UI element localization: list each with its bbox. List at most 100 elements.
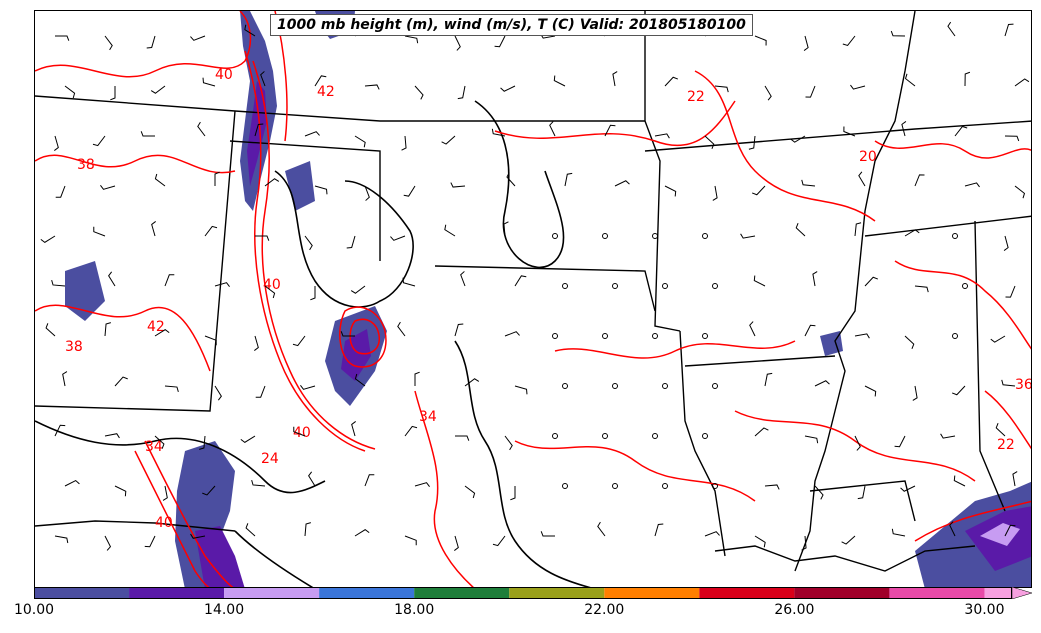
colorbar-bin [509,587,605,599]
contour-label: 24 [261,451,279,467]
wind-barb [402,277,416,287]
wind-barb [904,335,915,350]
shading-nm-core [195,526,245,587]
temp-contour [349,318,380,355]
wind-barb [854,222,862,237]
wind-barb [506,172,516,187]
shading-west-scatter [65,261,105,321]
wind-barb [190,533,206,539]
wind-barb [64,85,76,99]
wind-barb [304,522,311,537]
wind-barb [104,35,113,51]
wind-barb [664,76,679,87]
wind-calm-marker [552,333,558,339]
wind-calm-marker [602,433,608,439]
wind-barb [340,331,355,337]
colorbar-bin [129,587,225,599]
wind-barb [612,71,618,87]
wind-barb [254,123,264,137]
wind-barb [514,385,528,395]
wind-barb [1001,379,1016,387]
wind-barb [912,385,918,401]
boundary-line [684,355,836,367]
wind-barb [199,435,206,450]
wind-barb [1005,285,1016,298]
wind-barb [754,535,766,548]
wind-barb [364,474,375,487]
contour-label: 22 [997,437,1015,453]
wind-barb [162,485,168,501]
boundary-line [864,215,1031,237]
wind-barb [1004,524,1016,537]
wind-barb [304,131,320,137]
colorbar-bin [319,587,415,599]
wind-barb [354,135,366,148]
temp-contour [134,450,210,587]
temp-contour [144,440,234,587]
wind-barb [842,35,856,47]
wind-calm-marker [702,333,708,339]
wind-barb [940,433,956,439]
boundary-line [974,220,1006,512]
colorbar-tick-label: 14.00 [204,602,245,618]
temp-contour [514,440,756,502]
temp-contour [874,140,1031,159]
wind-barb [814,380,830,387]
wind-barb [1004,135,1020,142]
wind-barb [712,185,718,201]
wind-barb [947,21,956,37]
wind-barb [764,484,780,490]
temp-contour [35,154,236,174]
wind-barb [264,178,280,187]
colorbar-border [34,587,1012,599]
wind-barb [204,335,217,346]
wind-barb [764,85,772,101]
wind-barb [1014,185,1026,199]
wind-barb [901,121,907,137]
wind-barbs [40,21,1030,551]
wind-barb [914,285,929,293]
wind-barb [714,85,729,93]
height-contour [35,420,326,494]
wind-barb [450,182,466,188]
wind-barb [140,131,155,137]
wind-calm-marker [952,333,958,339]
wind-barb [457,85,466,100]
wind-barb [664,185,677,197]
wind-barb [814,485,824,500]
wind-barb [300,385,316,390]
boundary-line [644,120,1031,152]
height-contour [274,170,414,308]
wind-calm-marker [652,233,658,239]
temp-contour [734,410,976,482]
wind-barb [858,171,866,187]
wind-barb [54,135,59,151]
wind-barb [202,485,216,496]
wind-barb [404,425,418,437]
wind-barb [364,185,370,201]
wind-barb [351,421,356,437]
wind-calm-marker [552,433,558,439]
wind-calm-marker [712,383,718,389]
wind-barb [144,535,156,548]
wind-barb [292,335,306,347]
wind-barb [464,378,480,387]
wind-barb [214,282,230,287]
wind-barb [390,235,406,241]
contour-label: 22 [687,89,705,105]
wind-barb [654,133,670,139]
contour-label: 38 [77,157,95,173]
wind-barb [801,535,807,551]
wind-barb [904,229,920,237]
height-contour [234,530,314,587]
temp-contour [694,70,876,222]
wind-barb [346,235,356,249]
wind-barb [55,35,70,41]
colorbar-bin [414,587,510,599]
wind-barb [1003,235,1009,251]
wind-barb [654,523,664,537]
wind-barb [401,135,407,151]
wind-barb [951,385,966,396]
wind-barb [164,274,175,287]
wind-barb [900,485,916,492]
